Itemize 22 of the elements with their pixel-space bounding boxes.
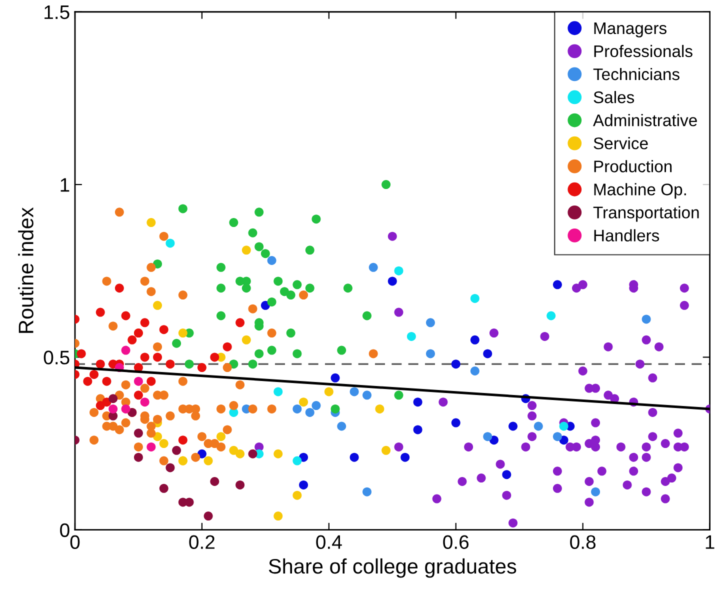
x-tick-label: 1	[706, 535, 714, 549]
y-axis-title: Routine index	[18, 207, 34, 333]
x-tick-label: 0.8	[570, 535, 596, 549]
legend-label: Managers	[594, 22, 666, 38]
legend-label: Technicians	[593, 68, 680, 80]
x-axis-title: Share of college graduates	[268, 558, 516, 578]
y-tick-label: 1.5	[44, 6, 70, 20]
x-tick-label: 0.4	[316, 535, 342, 549]
legend-label: Handlers	[594, 229, 660, 242]
y-tick-label: 1	[60, 178, 70, 192]
legend-label: Sales	[594, 90, 634, 104]
x-tick-label: 0.6	[443, 535, 469, 549]
legend-label: Administrative	[593, 114, 697, 126]
x-tick-label: 0	[70, 535, 80, 549]
x-tick-label: 0.2	[189, 535, 214, 549]
y-tick-label: 0.5	[44, 350, 70, 364]
legend-label: Transportation	[593, 206, 699, 222]
y-tick-label: 0	[60, 523, 70, 538]
legend-label: Machine Op.	[594, 183, 686, 199]
legend-label: Service	[594, 137, 648, 150]
legend-label: Professionals	[594, 44, 692, 58]
legend-label: Production	[594, 160, 672, 172]
